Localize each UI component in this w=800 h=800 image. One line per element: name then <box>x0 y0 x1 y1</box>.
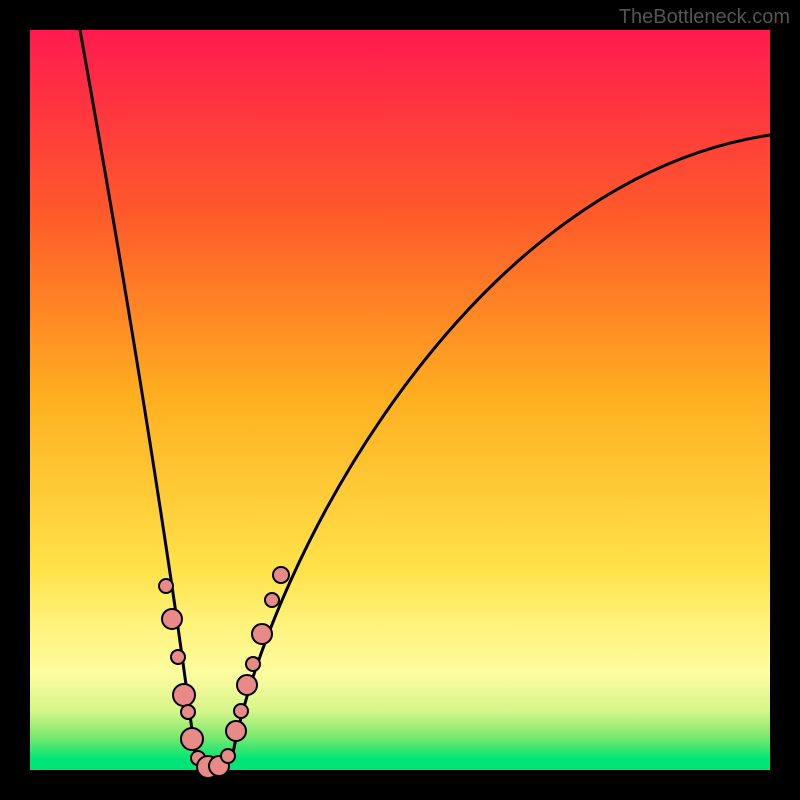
curve-marker <box>234 704 248 718</box>
curve-marker <box>162 609 182 629</box>
curve-marker <box>173 684 195 706</box>
curve-marker <box>181 705 195 719</box>
curve-marker <box>246 657 260 671</box>
chart-svg <box>0 0 800 800</box>
curve-marker <box>159 579 173 593</box>
curve-marker <box>171 650 185 664</box>
gradient-background <box>30 30 770 770</box>
curve-marker <box>252 624 272 644</box>
curve-marker <box>265 593 279 607</box>
curve-marker <box>237 675 257 695</box>
curve-marker <box>221 749 235 763</box>
curve-marker <box>226 721 246 741</box>
watermark-text: TheBottleneck.com <box>619 6 790 29</box>
chart-canvas: TheBottleneck.com <box>0 0 800 800</box>
curve-marker <box>273 567 289 583</box>
curve-marker <box>181 728 203 750</box>
